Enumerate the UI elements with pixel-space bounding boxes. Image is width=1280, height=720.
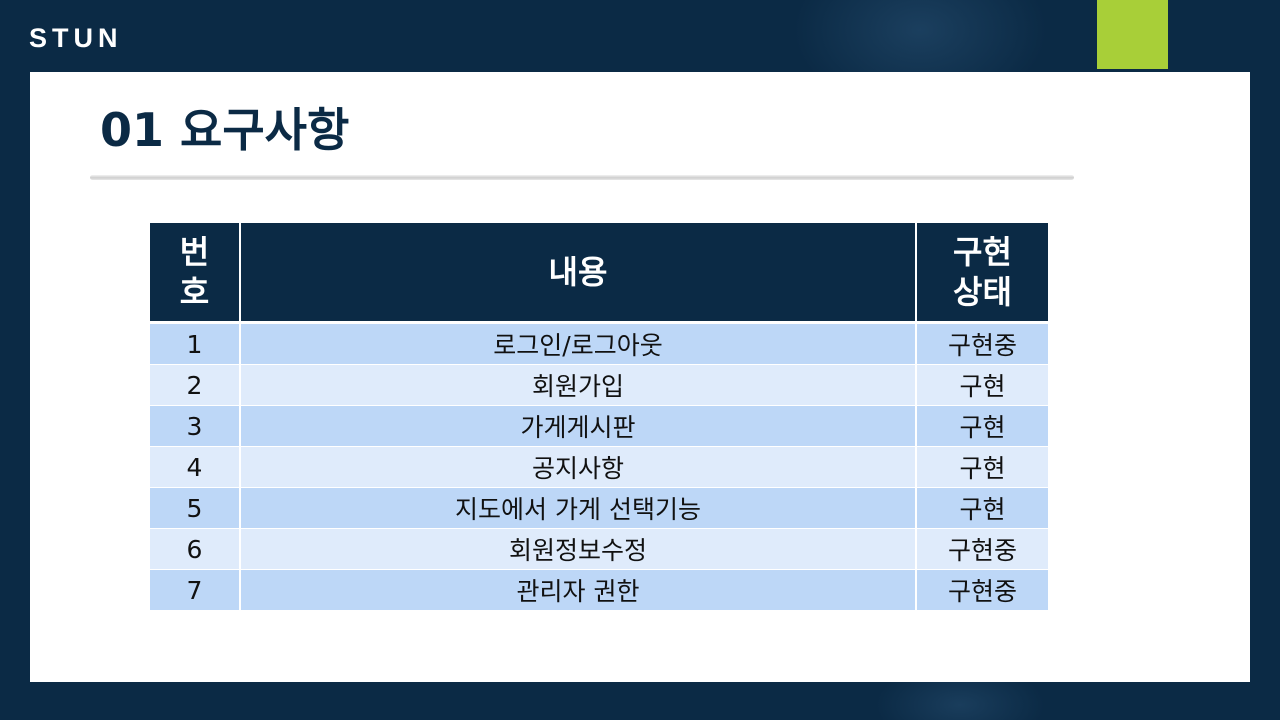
cell-number: 6 — [150, 528, 241, 570]
cell-status: 구현 — [916, 487, 1048, 529]
cell-content: 가게게시판 — [240, 405, 917, 447]
table-row: 4 공지사항 구현 — [150, 446, 1048, 488]
cell-content: 로그인/로그아웃 — [240, 322, 917, 365]
table-header-row: 번호 내용 구현상태 — [150, 223, 1048, 323]
header-number: 번호 — [150, 223, 241, 323]
accent-block — [1097, 0, 1168, 69]
title-divider — [90, 175, 1074, 180]
cell-number: 4 — [150, 446, 241, 488]
requirements-table: 번호 내용 구현상태 1 로그인/로그아웃 구현중 2 회원가입 구현 3 가게… — [150, 223, 1048, 610]
table-row: 3 가게게시판 구현 — [150, 405, 1048, 447]
cell-status: 구현 — [916, 405, 1048, 447]
cell-content: 공지사항 — [240, 446, 917, 488]
slide-panel: 01 요구사항 번호 내용 구현상태 1 로그인/로그아웃 구현중 2 회원가입 — [30, 72, 1250, 682]
cell-number: 7 — [150, 569, 241, 610]
cell-status: 구현 — [916, 364, 1048, 406]
cell-content: 관리자 권한 — [240, 569, 917, 610]
cell-content: 회원정보수정 — [240, 528, 917, 570]
table-row: 7 관리자 권한 구현중 — [150, 569, 1048, 610]
cell-status: 구현중 — [916, 528, 1048, 570]
cell-status: 구현중 — [916, 569, 1048, 610]
brand-logo-text: STUN — [29, 23, 123, 53]
header-status: 구현상태 — [916, 223, 1048, 323]
cell-content: 지도에서 가게 선택기능 — [240, 487, 917, 529]
cell-content: 회원가입 — [240, 364, 917, 406]
cell-number: 1 — [150, 322, 241, 365]
header-content: 내용 — [240, 223, 917, 323]
table-row: 6 회원정보수정 구현중 — [150, 528, 1048, 570]
cell-status: 구현 — [916, 446, 1048, 488]
cell-status: 구현중 — [916, 322, 1048, 365]
cell-number: 2 — [150, 364, 241, 406]
slide-title: 01 요구사항 — [100, 103, 350, 157]
table-row: 2 회원가입 구현 — [150, 364, 1048, 406]
table-row: 5 지도에서 가게 선택기능 구현 — [150, 487, 1048, 529]
cell-number: 3 — [150, 405, 241, 447]
cell-number: 5 — [150, 487, 241, 529]
table-row: 1 로그인/로그아웃 구현중 — [150, 322, 1048, 365]
